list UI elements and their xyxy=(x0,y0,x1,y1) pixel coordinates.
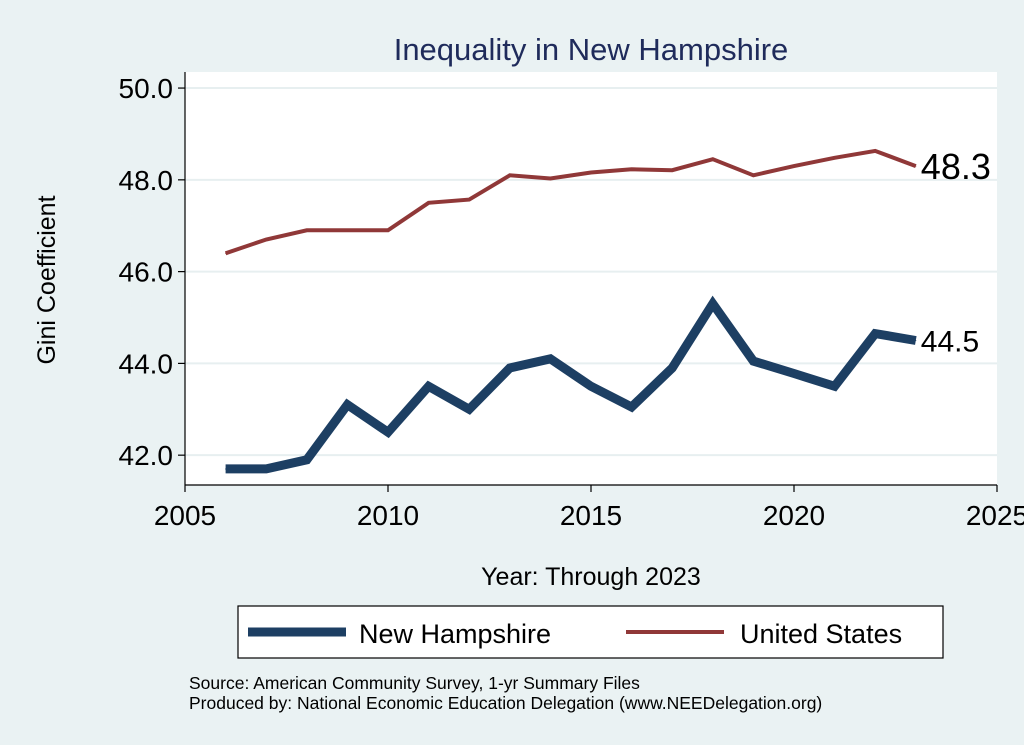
point-united-states-2016 xyxy=(631,168,633,170)
point-united-states-2021 xyxy=(834,157,836,159)
y-tick-label-50-0: 50.0 xyxy=(119,73,174,104)
y-tick-label-48-0: 48.0 xyxy=(119,165,174,196)
source-line-1: Source: American Community Survey, 1-yr … xyxy=(189,673,640,693)
point-new-hampshire-2009 xyxy=(346,404,348,406)
point-united-states-2012 xyxy=(468,199,470,201)
y-tick-label-42-0: 42.0 xyxy=(119,440,174,471)
point-united-states-2017 xyxy=(671,169,673,171)
y-axis-label: Gini Coefficient xyxy=(33,195,61,364)
legend-label-united-states: United States xyxy=(740,619,902,649)
point-new-hampshire-2011 xyxy=(428,385,430,387)
x-axis-ticks: 2005 2010 2015 2020 2025 xyxy=(154,485,1024,531)
legend: New Hampshire United States xyxy=(237,605,944,659)
point-united-states-2023 xyxy=(915,165,917,167)
point-new-hampshire-2021 xyxy=(834,385,836,387)
y-axis-ticks: 42.0 44.0 46.0 48.0 50.0 xyxy=(119,73,185,471)
point-united-states-2018 xyxy=(712,158,714,160)
point-united-states-2015 xyxy=(590,171,592,173)
point-new-hampshire-2014 xyxy=(549,358,551,360)
point-new-hampshire-2019 xyxy=(752,360,754,362)
source-line-2: Produced by: National Economic Education… xyxy=(189,693,822,713)
legend-box xyxy=(237,605,944,659)
y-tick-label-44-0: 44.0 xyxy=(119,348,174,379)
x-tick-label-2015: 2015 xyxy=(560,500,622,531)
point-united-states-2014 xyxy=(549,177,551,179)
point-united-states-2020 xyxy=(793,165,795,167)
point-united-states-2011 xyxy=(428,202,430,204)
plot-area xyxy=(185,72,997,485)
point-new-hampshire-2012 xyxy=(468,408,470,410)
point-new-hampshire-2023 xyxy=(915,339,917,341)
point-new-hampshire-2022 xyxy=(874,333,876,335)
point-new-hampshire-2020 xyxy=(793,372,795,374)
x-tick-label-2020: 2020 xyxy=(763,500,825,531)
point-united-states-2008 xyxy=(306,229,308,231)
point-new-hampshire-2016 xyxy=(631,406,633,408)
point-united-states-2007 xyxy=(265,238,267,240)
end-label-united-states: 48.3 xyxy=(921,146,991,187)
point-united-states-2013 xyxy=(509,174,511,176)
x-tick-label-2010: 2010 xyxy=(357,500,419,531)
point-new-hampshire-2007 xyxy=(265,468,267,470)
point-united-states-2006 xyxy=(225,252,227,254)
point-united-states-2019 xyxy=(752,174,754,176)
point-new-hampshire-2006 xyxy=(225,468,227,470)
gridlines xyxy=(185,87,997,457)
point-united-states-2009 xyxy=(346,229,348,231)
series-line-united-states xyxy=(224,148,917,256)
point-new-hampshire-2015 xyxy=(590,385,592,387)
point-new-hampshire-2008 xyxy=(306,459,308,461)
point-united-states-2010 xyxy=(387,229,389,231)
point-new-hampshire-2018 xyxy=(712,303,714,305)
legend-label-new-hampshire: New Hampshire xyxy=(359,619,551,649)
series-layer: 48.3 44.5 xyxy=(224,146,991,474)
y-tick-label-46-0: 46.0 xyxy=(119,257,174,288)
x-axis-label: Year: Through 2023 xyxy=(481,563,701,591)
chart-title: Inequality in New Hampshire xyxy=(394,32,789,67)
point-new-hampshire-2013 xyxy=(509,367,511,369)
point-new-hampshire-2017 xyxy=(671,367,673,369)
end-label-new-hampshire: 44.5 xyxy=(921,325,979,358)
point-new-hampshire-2010 xyxy=(387,431,389,433)
x-tick-label-2005: 2005 xyxy=(154,500,216,531)
x-tick-label-2025: 2025 xyxy=(966,500,1024,531)
series-line-new-hampshire xyxy=(225,295,917,474)
point-united-states-2022 xyxy=(874,150,876,152)
